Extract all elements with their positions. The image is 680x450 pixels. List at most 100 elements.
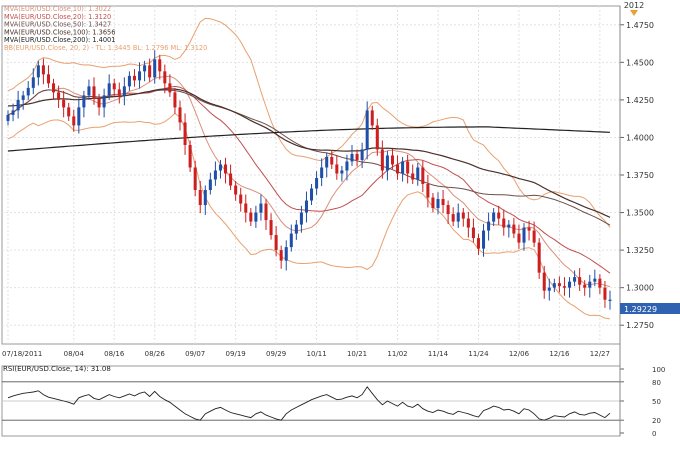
candle-body xyxy=(320,167,324,179)
rsi-tick-label: 0 xyxy=(652,430,656,438)
candle-body xyxy=(421,167,425,185)
year-marker-icon xyxy=(630,10,638,16)
time-tick-label: 09/29 xyxy=(266,350,286,358)
candle-body xyxy=(451,214,455,222)
time-tick-label: 12/27 xyxy=(590,350,610,358)
rsi-line xyxy=(7,386,611,421)
candle-body xyxy=(97,98,101,108)
candle-body xyxy=(365,110,369,150)
candle-body xyxy=(310,188,314,201)
candle-body xyxy=(304,200,308,213)
candle-body xyxy=(527,227,531,231)
candle-body xyxy=(411,173,415,180)
candle-body xyxy=(532,230,536,243)
candle-body xyxy=(57,92,61,100)
candle-body xyxy=(46,74,50,84)
candle-body xyxy=(345,161,349,171)
candle-body xyxy=(143,65,147,72)
candle-body xyxy=(67,107,71,117)
time-tick-label: 11/24 xyxy=(468,350,489,358)
candle-body xyxy=(203,190,207,206)
candle-body xyxy=(375,125,379,150)
candle-body xyxy=(6,114,10,121)
candle-body xyxy=(269,220,273,236)
candle-body xyxy=(36,65,40,78)
candle-body xyxy=(112,83,116,90)
price-tick-label: 1.4500 xyxy=(626,58,654,67)
mva-200-line xyxy=(7,126,611,152)
candle-body xyxy=(426,184,430,198)
legend-entry: MVA(EUR/USD.Close,10): 1.3022 xyxy=(4,5,111,13)
candle-body xyxy=(193,167,197,191)
candle-body xyxy=(294,224,298,234)
candle-body xyxy=(132,75,136,81)
time-tick-label: 09/19 xyxy=(226,350,246,358)
candle-body xyxy=(178,107,182,123)
candle-body xyxy=(183,122,187,145)
candle-body xyxy=(578,277,582,285)
legend-entry: MVA(EUR/USD.Close,200): 1.4001 xyxy=(4,36,115,44)
time-tick-label: 07/18/2011 xyxy=(2,350,42,358)
candle-body xyxy=(127,75,131,87)
candle-body xyxy=(502,218,506,228)
candle-body xyxy=(117,89,121,96)
candle-body xyxy=(512,224,516,234)
candle-body xyxy=(471,227,475,239)
candle-body xyxy=(562,286,566,288)
legend-entry: MVA(EUR/USD.Close,20): 1.3120 xyxy=(4,13,111,21)
candle-body xyxy=(16,99,20,111)
price-tick-label: 1.3000 xyxy=(626,284,654,293)
bollinger-lower xyxy=(7,112,611,320)
rsi-label: RSI(EUR/USD.Close, 14): 31.08 xyxy=(3,365,111,373)
price-tick-label: 1.3500 xyxy=(626,209,654,218)
time-tick-label: 12/16 xyxy=(549,350,570,358)
candle-body xyxy=(41,65,45,75)
candle-body xyxy=(542,272,546,291)
legend: MVA(EUR/USD.Close,10): 1.3022MVA(EUR/USD… xyxy=(4,5,207,52)
candle-body xyxy=(31,77,35,88)
candle-body xyxy=(188,144,192,168)
bollinger-upper xyxy=(7,17,611,228)
time-tick-label: 08/16 xyxy=(104,350,125,358)
candle-body xyxy=(173,92,177,108)
time-tick-label: 08/26 xyxy=(145,350,166,358)
candle-body xyxy=(456,212,460,222)
candle-body xyxy=(213,170,217,180)
candle-body xyxy=(608,299,612,301)
time-tick-label: 08/04 xyxy=(64,350,85,358)
candle-body xyxy=(11,110,15,115)
candle-body xyxy=(598,278,602,288)
mva-20-line xyxy=(7,85,611,274)
candle-body xyxy=(466,218,470,228)
candle-body xyxy=(62,99,66,108)
price-grid xyxy=(1,5,621,345)
candle-body xyxy=(21,95,25,100)
candle-body xyxy=(557,283,561,287)
rsi-tick-label: 50 xyxy=(652,398,661,406)
candle-body xyxy=(593,278,597,282)
legend-entry: MVA(EUR/USD.Close,100): 1.3656 xyxy=(4,28,115,36)
candle-body xyxy=(401,161,405,174)
candle-body xyxy=(224,164,228,174)
candle-body xyxy=(370,110,374,126)
last-price-tag xyxy=(620,303,680,314)
candle-body xyxy=(264,203,268,221)
candle-body xyxy=(350,153,354,162)
candle-body xyxy=(244,203,248,213)
time-tick-label: 12/06 xyxy=(509,350,530,358)
candle-body xyxy=(299,212,303,225)
candle-body xyxy=(72,116,76,126)
last-price-label: 1.29229 xyxy=(624,305,657,314)
candle-body xyxy=(289,233,293,248)
time-tick-label: 11/02 xyxy=(387,350,407,358)
candle-body xyxy=(476,238,480,249)
candle-body xyxy=(249,212,253,222)
candle-body xyxy=(396,164,400,174)
candle-body xyxy=(239,194,243,204)
candle-body xyxy=(487,221,491,231)
candle-body xyxy=(441,199,445,206)
candle-body xyxy=(52,83,56,93)
candle-body xyxy=(77,107,81,126)
candle-body xyxy=(517,233,521,243)
candle-body xyxy=(153,59,157,78)
